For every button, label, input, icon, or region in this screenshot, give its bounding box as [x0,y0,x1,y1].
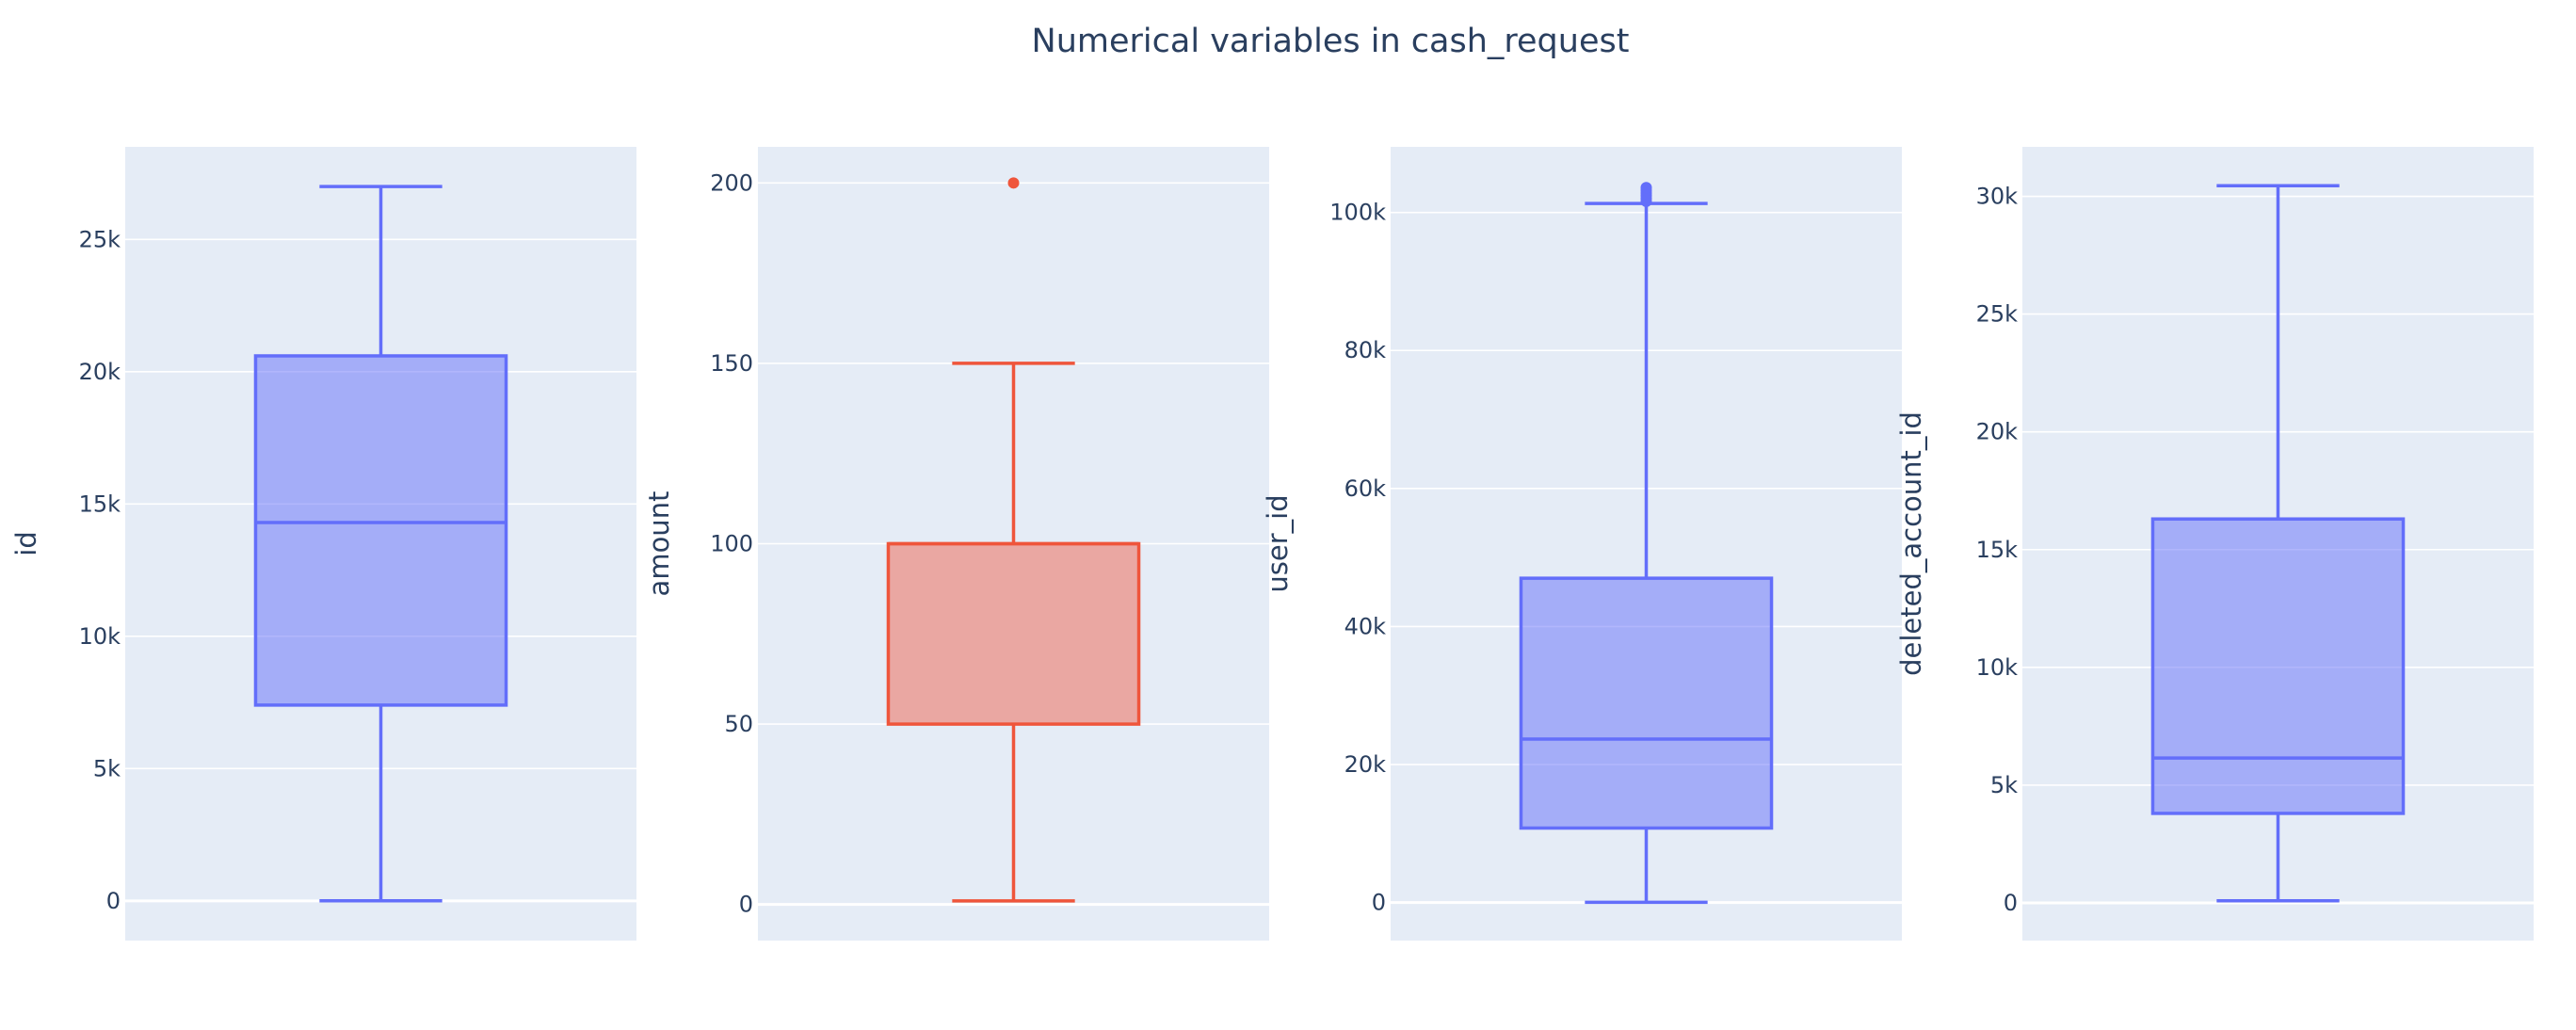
y-tick-label: 30k [1976,184,2019,210]
y-tick-label: 0 [106,888,121,914]
iqr-box [253,354,508,707]
subplot-4: 0 5k 10k 15k 20k 25k 30k deleted_account_id [1895,147,2534,941]
y-tick-label: 10k [1976,654,2019,681]
y-tick-label: 50 [724,711,753,737]
subplot-1: 0 5k 10k 15k 20k 25k id [10,147,636,941]
y-axis-title: amount [643,491,675,597]
y-tick-label: 200 [710,169,753,196]
iqr-box [886,541,1141,726]
y-tick-label: 20k [79,359,121,385]
y-tick-label: 0 [2004,890,2018,916]
y-tick-label: 100k [1329,200,1386,226]
y-tick-label: 60k [1344,475,1387,502]
y-axis-title: deleted_account_id [1895,411,1927,676]
y-tick-label: 100 [710,531,753,557]
iqr-box [2150,517,2406,815]
chart-title: Numerical variables in cash_request [1032,23,1630,60]
outlier-point [1640,182,1652,194]
iqr-box [1519,576,1774,830]
y-tick-label: 25k [79,226,121,252]
y-tick-label: 0 [1372,890,1386,916]
y-tick-label: 20k [1344,751,1387,778]
y-axis-title: user_id [1262,494,1294,592]
y-tick-label: 15k [79,491,121,517]
subplot-2: 0 50 100 150 200 amount [643,147,1269,941]
y-tick-label: 0 [739,892,753,918]
outlier-point [1007,177,1020,189]
y-tick-label: 20k [1976,419,2019,445]
y-tick-label: 5k [1990,772,2018,798]
subplot-3: 0 20k 40k 60k 80k 100k user_id [1262,147,1902,941]
y-tick-label: 5k [93,755,121,781]
y-tick-label: 15k [1976,537,2019,563]
y-axis-title: id [10,531,42,555]
y-tick-label: 80k [1344,337,1387,363]
y-tick-label: 150 [710,350,753,377]
y-tick-label: 25k [1976,301,2019,328]
y-tick-label: 10k [79,623,121,650]
y-tick-label: 40k [1344,613,1387,639]
